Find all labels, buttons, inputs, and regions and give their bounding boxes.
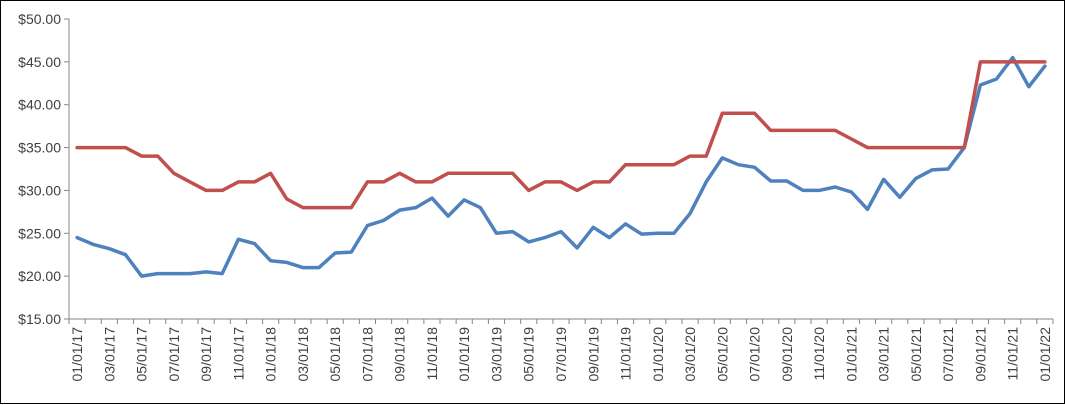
x-tick-label: 09/01/18 (392, 327, 408, 382)
x-tick-label: 03/01/18 (295, 327, 311, 382)
x-tick-label: 07/01/17 (166, 327, 182, 382)
x-tick-label: 05/01/21 (908, 327, 924, 382)
x-tick-label: 01/01/19 (456, 327, 472, 382)
x-tick-label: 01/01/17 (69, 327, 85, 382)
x-tick-label: 01/01/21 (843, 327, 859, 382)
y-tick-label: $25.00 (18, 225, 61, 241)
y-tick-label: $15.00 (18, 311, 61, 327)
x-tick-label: 05/01/19 (521, 327, 537, 382)
x-tick-label: 05/01/18 (327, 327, 343, 382)
x-tick-label: 07/01/21 (940, 327, 956, 382)
series-line-2 (75, 60, 1047, 210)
x-tick-label: 05/01/17 (134, 327, 150, 382)
y-tick-label: $30.00 (18, 182, 61, 198)
y-tick-label: $50.00 (18, 11, 61, 27)
y-tick-label: $40.00 (18, 97, 61, 113)
series-line-1 (75, 55, 1047, 278)
x-tick-label: 09/01/19 (585, 327, 601, 382)
x-tick-label: 09/01/17 (198, 327, 214, 382)
x-tick-label: 03/01/21 (876, 327, 892, 382)
x-tick-label: 07/01/20 (747, 327, 763, 382)
x-tick-label: 03/01/17 (101, 327, 117, 382)
x-tick-label: 11/01/18 (424, 327, 440, 381)
x-tick-label: 03/01/20 (682, 327, 698, 382)
y-tick-label: $20.00 (18, 268, 61, 284)
x-tick-label: 03/01/19 (488, 327, 504, 382)
y-axis-ticks: $15.00 $20.00 $25.00 $30.00 $35.00 $40.00 $45.… (18, 11, 69, 327)
y-tick-label: $35.00 (18, 140, 61, 156)
x-tick-label: 11/01/17 (230, 327, 246, 381)
axes (68, 19, 1053, 320)
x-tick-label: 01/01/22 (1037, 327, 1053, 382)
x-axis-ticks: 01/01/17 03/01/17 05/01/17 07/01/17 09/01/17… (68, 319, 1054, 382)
series-layer (75, 55, 1047, 278)
y-tick-label: $45.00 (18, 54, 61, 70)
x-tick-label: 11/01/21 (1005, 327, 1021, 381)
x-tick-label: 09/01/21 (972, 327, 988, 382)
x-tick-label: 09/01/20 (779, 327, 795, 382)
x-tick-label: 11/01/19 (618, 327, 634, 381)
x-tick-label: 01/01/20 (650, 327, 666, 382)
x-tick-label: 07/01/18 (359, 327, 375, 382)
x-tick-label: 07/01/19 (553, 327, 569, 382)
x-tick-label: 11/01/20 (811, 327, 827, 381)
x-tick-label: 01/01/18 (263, 327, 279, 382)
x-tick-label: 05/01/20 (714, 327, 730, 382)
